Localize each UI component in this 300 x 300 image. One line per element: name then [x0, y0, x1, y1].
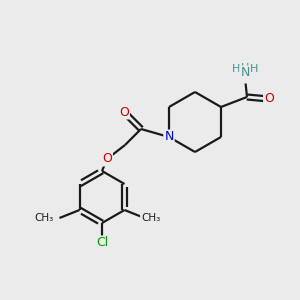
Text: H: H — [232, 64, 240, 74]
Text: CH₃: CH₃ — [141, 213, 160, 223]
Text: O: O — [264, 92, 274, 106]
Text: H: H — [241, 63, 249, 73]
Text: CH₃: CH₃ — [34, 213, 53, 223]
Text: O: O — [102, 152, 112, 166]
Text: O: O — [119, 106, 129, 118]
Text: N: N — [240, 70, 250, 83]
Text: H: H — [250, 64, 258, 74]
Text: N: N — [164, 130, 174, 143]
Text: Cl: Cl — [96, 236, 108, 250]
Text: N: N — [240, 67, 250, 80]
